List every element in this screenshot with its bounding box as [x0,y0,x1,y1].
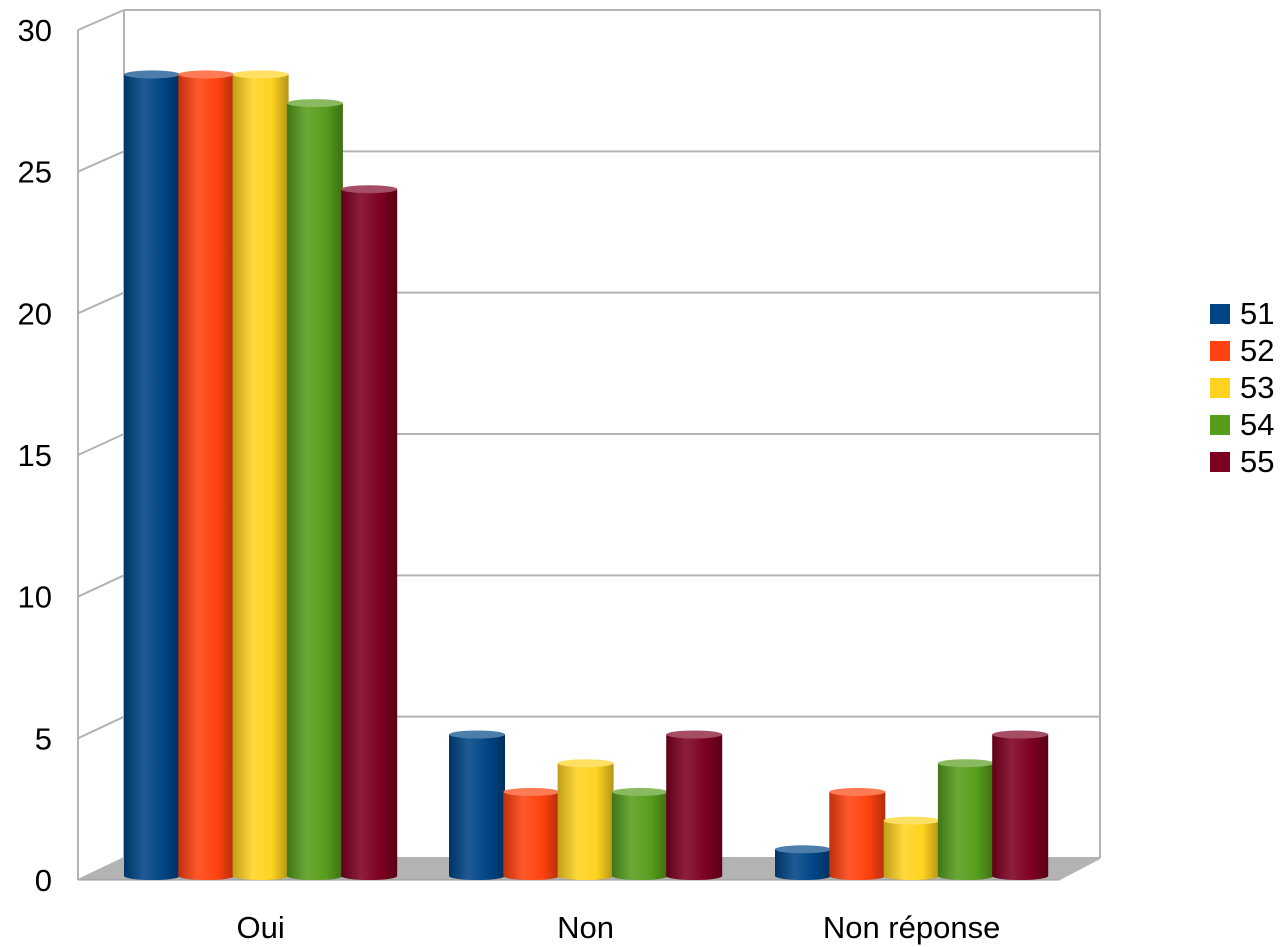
bar-top [341,185,398,194]
bar-top [883,816,940,825]
bar-top [449,730,505,739]
gridline-side [77,715,125,740]
y-tick-label: 30 [18,13,52,48]
bar-body [775,849,831,880]
y-axis-labels: 0 5 10 15 20 25 30 [18,13,52,898]
bar-non-52 [503,787,560,880]
bar-non-réponse-52 [829,787,886,880]
gridline-side [77,291,125,315]
legend-label: 52 [1240,333,1274,368]
y-tick-label: 0 [35,863,52,898]
bar-non-réponse-53 [883,816,940,880]
legend-swatch [1210,415,1230,435]
floor-right-edge [1057,857,1101,881]
legend-swatch [1210,378,1230,398]
legend-item-51: 51 [1210,296,1274,331]
bar-body [124,74,180,880]
bar-non-55 [666,730,723,880]
legend-swatch [1210,452,1230,472]
bar-non-54 [611,787,668,880]
bar-body [557,763,614,880]
bar-top [124,70,180,79]
bar-top [666,730,723,739]
y-tick-label: 10 [18,580,52,615]
legend-item-52: 52 [1210,333,1274,368]
bar-body [449,734,505,880]
bar-top [178,70,235,79]
bar-non-réponse-54 [937,759,994,880]
legend-label: 55 [1240,444,1274,479]
gridline-side [77,9,125,31]
bar-oui-54 [286,99,343,881]
bar-top [937,759,994,768]
y-tick-label: 15 [18,438,52,473]
bar-oui-55 [341,185,398,880]
bar-body [232,74,289,880]
gridline-side [77,574,125,598]
bar-top [775,845,831,854]
bar-body [937,763,994,880]
legend-swatch [1210,304,1230,324]
bar-top [611,787,668,796]
y-tick-label: 25 [18,155,52,190]
x-category-label: Non réponse [823,910,1001,945]
bar-top [503,787,560,796]
legend-label: 54 [1240,407,1274,442]
gridline-side [77,857,125,881]
x-axis-labels: Oui Non Non réponse [236,910,1000,945]
y-tick-label: 20 [18,296,52,331]
bar-oui-51 [124,70,180,880]
x-category-label: Oui [236,910,284,945]
y-tick-label: 5 [35,721,52,756]
bar-oui-52 [178,70,235,880]
gridline-side [77,433,125,456]
bar-oui-53 [232,70,289,880]
bar-body [286,103,343,881]
bar-body [611,791,668,880]
legend-label: 51 [1240,296,1274,331]
x-category-label: Non [557,910,614,945]
bar-body [178,74,235,880]
legend-swatch [1210,341,1230,361]
bar-non-réponse-51 [775,845,831,880]
bar-body [883,820,940,880]
chart-bars [124,70,1049,881]
bar-body [341,189,398,880]
bar-top [829,787,886,796]
bar-top [232,70,289,79]
bar-top [557,759,614,768]
bar-top [992,730,1049,739]
legend-label: 53 [1240,370,1274,405]
legend-item-55: 55 [1210,444,1274,479]
bar-body [992,734,1049,880]
legend-item-54: 54 [1210,407,1274,442]
legend-item-53: 53 [1210,370,1274,405]
bar-non-53 [557,759,614,880]
bar-body [503,791,560,880]
bar-body [829,791,886,880]
bar-non-réponse-55 [992,730,1049,880]
bar-body [666,734,723,880]
bar-non-51 [449,730,505,880]
bar-top [286,99,343,108]
gridline-side [77,150,125,173]
